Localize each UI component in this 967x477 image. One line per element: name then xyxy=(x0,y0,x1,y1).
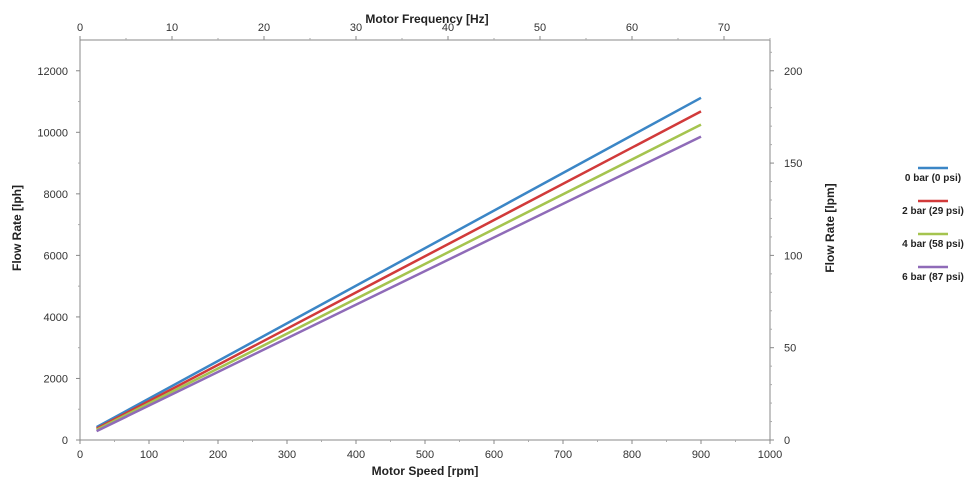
x-tick-label: 400 xyxy=(347,449,365,461)
x2-tick-label: 70 xyxy=(718,22,730,34)
y2-axis-title: Flow Rate [lpm] xyxy=(823,183,837,272)
series-line-1 xyxy=(96,110,702,430)
x2-axis-title: Motor Frequency [Hz] xyxy=(365,12,488,26)
x-tick-label: 100 xyxy=(140,449,158,461)
y2-tick-label: 0 xyxy=(784,435,790,447)
x-tick-label: 900 xyxy=(692,449,710,461)
x2-tick-label: 20 xyxy=(258,22,270,34)
legend-label-3: 6 bar (87 psi) xyxy=(902,272,964,283)
bottom-axis: 0 100 200 300 400 500 600 700 800 900 1000 xyxy=(77,440,782,461)
x-tick-label: 1000 xyxy=(758,449,782,461)
right-axis: 0 50 100 150 200 xyxy=(770,51,802,447)
series-line-0 xyxy=(96,96,702,429)
y-tick-label: 4000 xyxy=(44,312,68,324)
y-tick-label: 6000 xyxy=(44,250,68,262)
x-tick-label: 300 xyxy=(278,449,296,461)
x-tick-label: 500 xyxy=(416,449,434,461)
legend-label-2: 4 bar (58 psi) xyxy=(902,239,964,250)
y2-tick-label: 200 xyxy=(784,66,802,78)
series-line-2 xyxy=(96,123,702,431)
series-lines xyxy=(96,96,702,433)
y-tick-label: 10000 xyxy=(37,127,68,139)
legend-label-0: 0 bar (0 psi) xyxy=(905,173,961,184)
x-axis-title: Motor Speed [rpm] xyxy=(372,464,479,477)
x2-tick-label: 60 xyxy=(626,22,638,34)
x2-tick-label: 10 xyxy=(166,22,178,34)
x2-tick-label: 50 xyxy=(534,22,546,34)
x-tick-label: 600 xyxy=(485,449,503,461)
legend-label-1: 2 bar (29 psi) xyxy=(902,206,964,217)
y-tick-label: 8000 xyxy=(44,189,68,201)
top-axis: 0 10 20 30 40 50 60 70 xyxy=(77,22,771,40)
y2-tick-label: 100 xyxy=(784,250,802,262)
y-tick-label: 12000 xyxy=(37,66,68,78)
y-tick-label: 2000 xyxy=(44,373,68,385)
x-tick-label: 200 xyxy=(209,449,227,461)
legend: 0 bar (0 psi) 2 bar (29 psi) 4 bar (58 psi… xyxy=(902,166,964,283)
y-tick-label: 0 xyxy=(62,435,68,447)
y2-tick-label: 150 xyxy=(784,158,802,170)
x2-tick-label: 0 xyxy=(77,22,83,34)
series-line-3 xyxy=(96,135,702,433)
x-tick-label: 700 xyxy=(554,449,572,461)
y2-tick-label: 50 xyxy=(784,343,796,355)
x2-tick-label: 30 xyxy=(350,22,362,34)
x-tick-label: 800 xyxy=(623,449,641,461)
left-axis: 0 2000 4000 6000 8000 10000 12000 xyxy=(37,66,80,447)
y-axis-title: Flow Rate [lph] xyxy=(10,185,24,271)
x2-tick-label: 40 xyxy=(442,22,454,34)
x-tick-label: 0 xyxy=(77,449,83,461)
